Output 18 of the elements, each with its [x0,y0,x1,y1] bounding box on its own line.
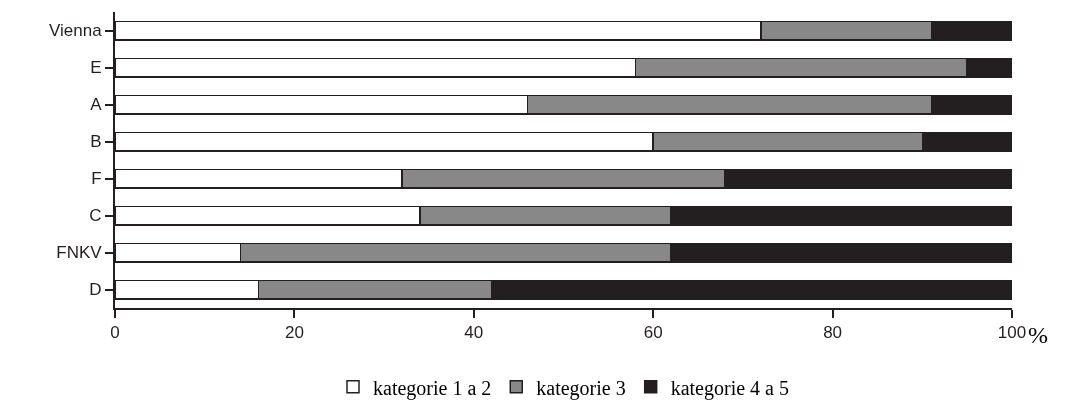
y-tick-label: A [90,95,103,115]
x-tick-label: 0 [110,323,120,343]
legend-label: kategorie 4 a 5 [670,376,789,400]
x-tick-label: 60 [643,323,663,343]
y-tick-label: Vienna [48,21,103,41]
y-tick-label: D [89,280,102,300]
y-tick-label: E [90,58,102,78]
x-tick-label: 40 [464,323,484,343]
y-tick-label: B [90,132,102,152]
y-tick-label: F [91,169,102,189]
y-tick-label: C [89,206,102,226]
legend-label: kategorie 3 [536,376,626,400]
y-tick-label: FNKV [56,243,103,263]
x-tick-label: 80 [823,323,843,343]
x-tick-label: 100 [997,323,1027,343]
x-axis-title: % [1028,322,1048,348]
legend-label: kategorie 1 a 2 [373,376,492,400]
x-tick-label: 20 [284,323,304,343]
